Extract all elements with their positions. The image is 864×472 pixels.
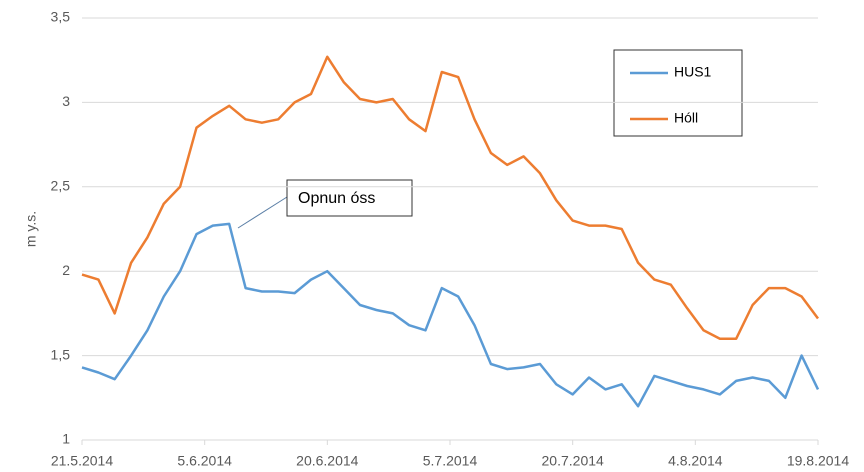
y-tick-label: 2,5 — [51, 178, 71, 194]
x-tick-label: 21.5.2014 — [51, 453, 113, 469]
x-tick-label: 4.8.2014 — [668, 453, 723, 469]
x-tick-label: 5.6.2014 — [177, 453, 232, 469]
x-tick-label: 20.7.2014 — [542, 453, 604, 469]
legend-label: Hóll — [674, 110, 698, 126]
annotation-leader — [237, 196, 288, 229]
x-tick-label: 19.8.2014 — [787, 453, 849, 469]
y-axis-label: m y.s. — [23, 211, 39, 247]
series-line — [81, 55, 820, 340]
y-tick-label: 1 — [62, 431, 70, 447]
y-tick-label: 2 — [62, 262, 70, 278]
y-tick-label: 1,5 — [51, 346, 71, 362]
legend — [613, 49, 743, 137]
x-tick-label: 5.7.2014 — [423, 453, 478, 469]
x-tick-label: 20.6.2014 — [296, 453, 358, 469]
annotation-box — [286, 179, 413, 217]
y-tick-label: 3 — [62, 93, 70, 109]
annotation: Opnun óss — [298, 190, 375, 207]
y-tick-label: 3,5 — [51, 9, 71, 25]
legend-label: HUS1 — [674, 64, 712, 80]
series-line — [81, 222, 820, 408]
